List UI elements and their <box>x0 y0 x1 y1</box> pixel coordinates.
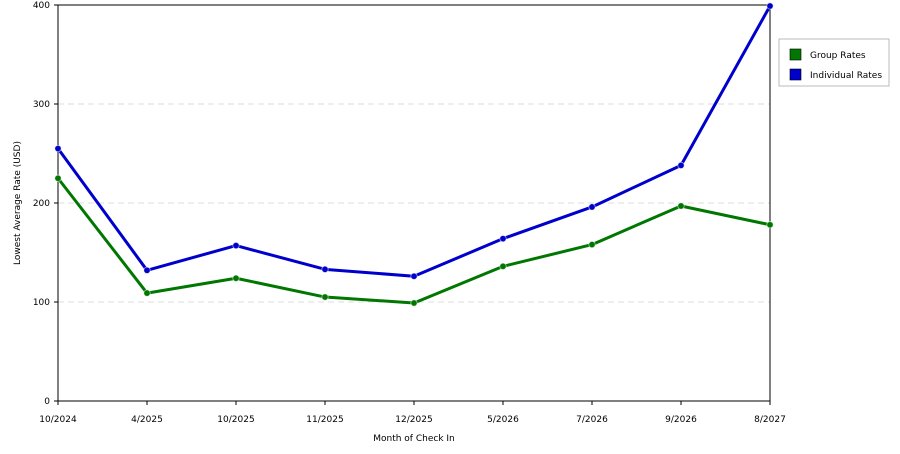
x-tick-label: 8/2027 <box>754 415 786 425</box>
data-point <box>410 299 418 307</box>
x-tick-label: 10/2024 <box>39 415 77 425</box>
data-point <box>766 2 774 10</box>
legend: Group Rates Individual Rates <box>778 38 890 87</box>
data-point <box>677 202 685 210</box>
data-point <box>143 266 151 274</box>
y-tick-label: 400 <box>33 1 50 11</box>
data-point <box>232 274 240 282</box>
data-point <box>321 265 329 273</box>
y-tick-label: 300 <box>33 100 50 110</box>
data-point <box>677 161 685 169</box>
y-tick-label: 200 <box>33 199 50 209</box>
legend-label: Individual Rates <box>810 71 882 81</box>
series-group <box>54 2 774 307</box>
x-tick-label: 10/2025 <box>217 415 254 425</box>
x-tick-label: 9/2026 <box>665 415 697 425</box>
x-axis-title: Month of Check In <box>373 434 455 444</box>
axes: 0 100 200 300 400 10/2024 4/2025 10/2025 11/2025… <box>33 1 786 425</box>
y-tick-label: 100 <box>33 298 50 308</box>
data-point <box>410 272 418 280</box>
grid-lines <box>58 103 770 303</box>
series-group-rates <box>54 174 774 307</box>
series-line <box>56 176 772 305</box>
series-line <box>56 4 772 278</box>
data-point <box>54 144 62 153</box>
x-tick-label: 12/2025 <box>395 415 432 425</box>
data-point <box>499 235 507 243</box>
data-point <box>588 240 596 249</box>
legend-swatch <box>789 68 802 81</box>
data-point <box>54 174 62 182</box>
x-tick-label: 11/2025 <box>306 415 343 425</box>
series-individual-rates <box>54 2 774 280</box>
data-point <box>499 262 507 270</box>
data-point <box>321 293 329 301</box>
data-point <box>766 221 774 229</box>
x-tick-label: 7/2026 <box>576 415 608 425</box>
data-point <box>232 241 240 250</box>
legend-label: Group Rates <box>810 51 866 61</box>
x-tick-label: 5/2026 <box>487 415 519 425</box>
x-tick-label: 4/2025 <box>131 415 163 425</box>
data-point <box>143 289 151 297</box>
legend-swatch <box>789 48 802 61</box>
data-point <box>588 203 596 211</box>
y-axis-title: Lowest Average Rate (USD) <box>13 141 23 265</box>
y-tick-label: 0 <box>44 397 50 407</box>
